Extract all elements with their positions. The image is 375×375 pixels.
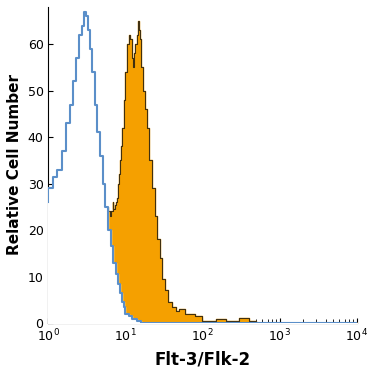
Y-axis label: Relative Cell Number: Relative Cell Number [7, 75, 22, 255]
X-axis label: Flt-3/Flk-2: Flt-3/Flk-2 [154, 350, 251, 368]
